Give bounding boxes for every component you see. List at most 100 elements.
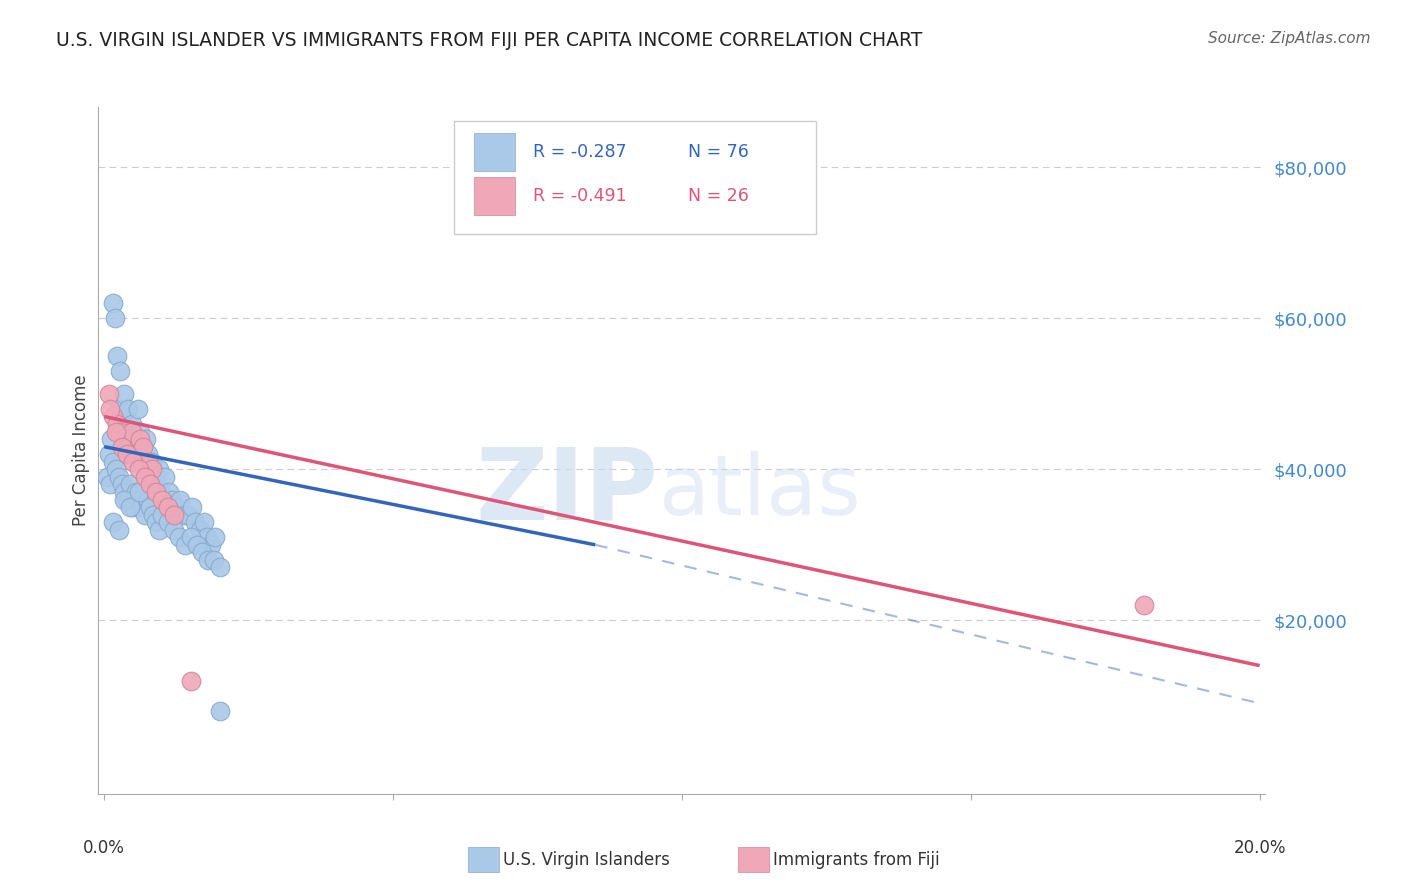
Point bbox=[156, 500, 179, 514]
Point bbox=[136, 492, 159, 507]
Text: U.S. Virgin Islanders: U.S. Virgin Islanders bbox=[503, 851, 671, 869]
Y-axis label: Per Capita Income: Per Capita Income bbox=[72, 375, 90, 526]
Point bbox=[142, 508, 165, 522]
Text: Immigrants from Fiji: Immigrants from Fiji bbox=[773, 851, 941, 869]
Point bbox=[117, 440, 139, 454]
Point bbox=[143, 470, 166, 484]
Point bbox=[148, 523, 170, 537]
Point bbox=[136, 447, 159, 461]
Point bbox=[129, 432, 152, 446]
Point bbox=[117, 401, 139, 416]
Point bbox=[145, 515, 167, 529]
Point bbox=[157, 485, 180, 500]
Point bbox=[115, 440, 138, 454]
Point bbox=[139, 500, 162, 514]
Point bbox=[125, 485, 148, 500]
Point bbox=[128, 462, 150, 476]
Point bbox=[98, 401, 121, 416]
Point bbox=[105, 349, 128, 363]
Point bbox=[117, 447, 139, 461]
Point bbox=[149, 485, 172, 500]
Point bbox=[111, 417, 134, 431]
Point bbox=[173, 508, 195, 522]
Point bbox=[105, 417, 128, 431]
Point bbox=[101, 409, 124, 424]
Text: Source: ZipAtlas.com: Source: ZipAtlas.com bbox=[1208, 31, 1371, 46]
Bar bbox=[474, 178, 515, 215]
Point bbox=[138, 462, 160, 476]
Point bbox=[162, 508, 184, 522]
Point bbox=[104, 462, 127, 476]
Point bbox=[169, 530, 191, 544]
Point bbox=[180, 673, 202, 688]
Point bbox=[122, 432, 145, 446]
Point bbox=[120, 500, 142, 514]
Point bbox=[202, 553, 225, 567]
Point bbox=[125, 447, 148, 461]
Text: ZIP: ZIP bbox=[475, 443, 658, 541]
Point bbox=[104, 311, 127, 326]
Point bbox=[174, 538, 197, 552]
Point bbox=[184, 515, 207, 529]
Text: 0.0%: 0.0% bbox=[83, 839, 125, 857]
Point bbox=[156, 515, 179, 529]
Point bbox=[131, 500, 153, 514]
Point bbox=[112, 387, 135, 401]
Point bbox=[112, 485, 135, 500]
Point bbox=[97, 447, 120, 461]
Point bbox=[134, 508, 156, 522]
Point bbox=[107, 401, 129, 416]
Point bbox=[136, 455, 159, 469]
Point bbox=[135, 432, 157, 446]
Bar bbox=[474, 133, 515, 170]
Point bbox=[122, 500, 145, 514]
Point bbox=[177, 508, 200, 522]
Point bbox=[127, 401, 149, 416]
Point bbox=[195, 530, 218, 544]
Point bbox=[153, 470, 176, 484]
Point bbox=[141, 455, 163, 469]
Point bbox=[120, 477, 142, 491]
FancyBboxPatch shape bbox=[454, 120, 815, 234]
Point bbox=[162, 523, 184, 537]
Point bbox=[208, 704, 231, 718]
Point bbox=[107, 470, 129, 484]
Point bbox=[162, 492, 184, 507]
Point bbox=[181, 500, 204, 514]
Point bbox=[148, 462, 170, 476]
Point bbox=[150, 492, 173, 507]
Point bbox=[110, 440, 132, 454]
Point bbox=[110, 477, 132, 491]
Point bbox=[141, 462, 163, 476]
Point bbox=[200, 538, 222, 552]
Point bbox=[101, 515, 124, 529]
Point bbox=[186, 538, 208, 552]
Point bbox=[191, 545, 214, 559]
Point bbox=[129, 425, 152, 439]
Point bbox=[132, 440, 155, 454]
Text: R = -0.491: R = -0.491 bbox=[533, 187, 626, 205]
Point bbox=[125, 447, 148, 461]
Text: 20.0%: 20.0% bbox=[1233, 839, 1286, 857]
Point bbox=[98, 477, 121, 491]
Point bbox=[112, 432, 135, 446]
Point bbox=[110, 364, 132, 378]
Point bbox=[197, 553, 219, 567]
Point bbox=[96, 470, 118, 484]
Point bbox=[131, 440, 153, 454]
Point bbox=[121, 425, 143, 439]
Point bbox=[107, 523, 129, 537]
Point bbox=[112, 492, 135, 507]
Point bbox=[117, 492, 139, 507]
Point bbox=[122, 455, 145, 469]
Text: N = 26: N = 26 bbox=[688, 187, 748, 205]
Text: N = 76: N = 76 bbox=[688, 143, 748, 161]
Point bbox=[110, 425, 132, 439]
Point bbox=[1133, 598, 1156, 612]
Point bbox=[193, 515, 215, 529]
Text: atlas: atlas bbox=[658, 451, 860, 533]
Point bbox=[97, 387, 120, 401]
Point bbox=[208, 560, 231, 574]
Point bbox=[132, 455, 155, 469]
Point bbox=[142, 462, 165, 476]
